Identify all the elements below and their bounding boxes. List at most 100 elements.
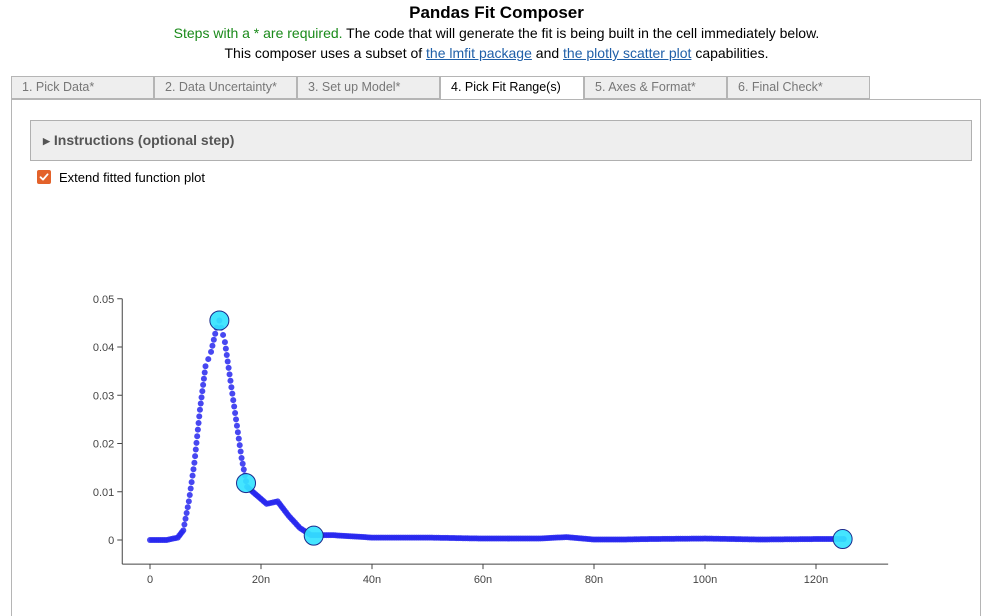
- data-point: [233, 422, 240, 429]
- range-marker[interactable]: [209, 310, 230, 331]
- tab-data-uncertainty[interactable]: 2. Data Uncertainty*: [154, 76, 297, 99]
- tab-set-up-model[interactable]: 3. Set up Model*: [297, 76, 440, 99]
- tab-pick-fit-range[interactable]: 4. Pick Fit Range(s): [440, 76, 584, 101]
- data-point: [236, 442, 243, 449]
- instructions-label: Instructions (optional step): [53, 132, 235, 148]
- data-point: [182, 515, 189, 522]
- caret-right-icon: ▶: [43, 136, 50, 146]
- data-point: [185, 498, 192, 505]
- x-tick-label: 60n: [474, 574, 492, 586]
- data-point: [195, 419, 202, 426]
- data-point: [223, 352, 230, 359]
- data-point: [202, 363, 209, 370]
- data-point: [200, 381, 207, 388]
- data-point: [208, 348, 215, 355]
- data-point: [183, 509, 190, 516]
- data-point: [180, 527, 187, 534]
- data-point: [229, 390, 236, 397]
- data-point: [227, 377, 234, 384]
- data-point: [197, 400, 204, 407]
- range-marker[interactable]: [303, 525, 324, 546]
- data-point: [192, 446, 199, 453]
- data-point: [234, 429, 241, 436]
- data-point: [209, 342, 216, 349]
- y-tick-label: 0: [108, 535, 114, 547]
- plotly-link[interactable]: the plotly scatter plot: [563, 45, 692, 61]
- data-point: [221, 339, 228, 346]
- data-point: [186, 491, 193, 498]
- y-tick-label: 0.01: [93, 487, 114, 499]
- tab-final-check[interactable]: 6. Final Check*: [727, 76, 870, 99]
- data-point: [192, 453, 199, 460]
- page-header: Pandas Fit Composer Steps with a * are r…: [0, 0, 993, 63]
- data-point: [205, 356, 212, 363]
- data-point: [198, 394, 205, 401]
- x-tick-label: 100n: [693, 574, 717, 586]
- data-point: [199, 388, 206, 395]
- range-marker[interactable]: [236, 473, 257, 494]
- tab-pick-data[interactable]: 1. Pick Data*: [11, 76, 154, 99]
- y-tick-label: 0.03: [93, 390, 114, 402]
- header-line-2-mid: and: [535, 45, 560, 61]
- tab-axes-format[interactable]: 5. Axes & Format*: [584, 76, 727, 99]
- data-point: [194, 426, 201, 433]
- x-tick-label: 20n: [252, 574, 270, 586]
- data-point: [226, 371, 233, 378]
- x-tick-label: 0: [147, 574, 153, 586]
- x-tick-label: 120n: [804, 574, 828, 586]
- y-tick-label: 0.02: [93, 439, 114, 451]
- data-point: [212, 330, 219, 337]
- data-point: [238, 454, 245, 461]
- data-point: [184, 504, 191, 511]
- data-point: [237, 448, 244, 455]
- data-point: [224, 358, 231, 365]
- x-tick-label: 40n: [363, 574, 381, 586]
- step-tabs: 1. Pick Data* 2. Data Uncertainty* 3. Se…: [11, 76, 871, 101]
- data-point: [194, 433, 201, 440]
- data-point: [235, 435, 242, 442]
- data-point: [232, 409, 239, 416]
- x-tick-label: 80n: [585, 574, 603, 586]
- header-line-2-post: capabilities.: [695, 45, 769, 61]
- header-line-1: Steps with a * are required. The code th…: [0, 23, 993, 43]
- data-points: [147, 317, 847, 543]
- instructions-accordion[interactable]: ▶ Instructions (optional step): [30, 120, 972, 161]
- selected-range-markers[interactable]: [209, 310, 853, 550]
- data-point: [200, 375, 207, 382]
- lmfit-link[interactable]: the lmfit package: [426, 45, 532, 61]
- tab-panel: ▶ Instructions (optional step) Extend fit…: [11, 99, 981, 616]
- data-point: [201, 369, 208, 376]
- required-note: Steps with a * are required.: [173, 25, 343, 41]
- data-point: [181, 521, 188, 528]
- data-point: [231, 403, 238, 410]
- extend-fit-checkbox[interactable]: [37, 170, 51, 184]
- checkmark-icon: [39, 173, 49, 181]
- data-point: [188, 479, 195, 486]
- data-point: [196, 406, 203, 413]
- header-line-2: This composer uses a subset of the lmfit…: [0, 43, 993, 63]
- data-point: [230, 397, 237, 404]
- y-tick-label: 0.04: [93, 342, 114, 354]
- data-point: [189, 472, 196, 479]
- data-point: [220, 331, 227, 338]
- data-point: [187, 485, 194, 492]
- data-point: [191, 459, 198, 466]
- data-point: [233, 416, 240, 423]
- data-point: [196, 413, 203, 420]
- data-point: [240, 466, 247, 473]
- extend-fit-option: Extend fitted function plot: [37, 170, 205, 188]
- data-point: [210, 336, 217, 343]
- y-tick-label: 0.05: [93, 294, 114, 306]
- plot-axes: 0 20n 40n 60n 80n 100n 120n 0 0.01 0.02 0.03 0.04 0.…: [93, 294, 889, 586]
- data-point: [190, 466, 197, 473]
- header-line-2-pre: This composer uses a subset of: [224, 45, 423, 61]
- range-marker[interactable]: [832, 529, 853, 550]
- data-point: [225, 364, 232, 371]
- extend-fit-label: Extend fitted function plot: [59, 170, 205, 185]
- data-point: [228, 384, 235, 391]
- header-line-1-text: The code that will generate the fit is b…: [346, 25, 820, 41]
- data-point: [193, 439, 200, 446]
- data-point: [239, 460, 246, 467]
- page-title: Pandas Fit Composer: [409, 3, 584, 22]
